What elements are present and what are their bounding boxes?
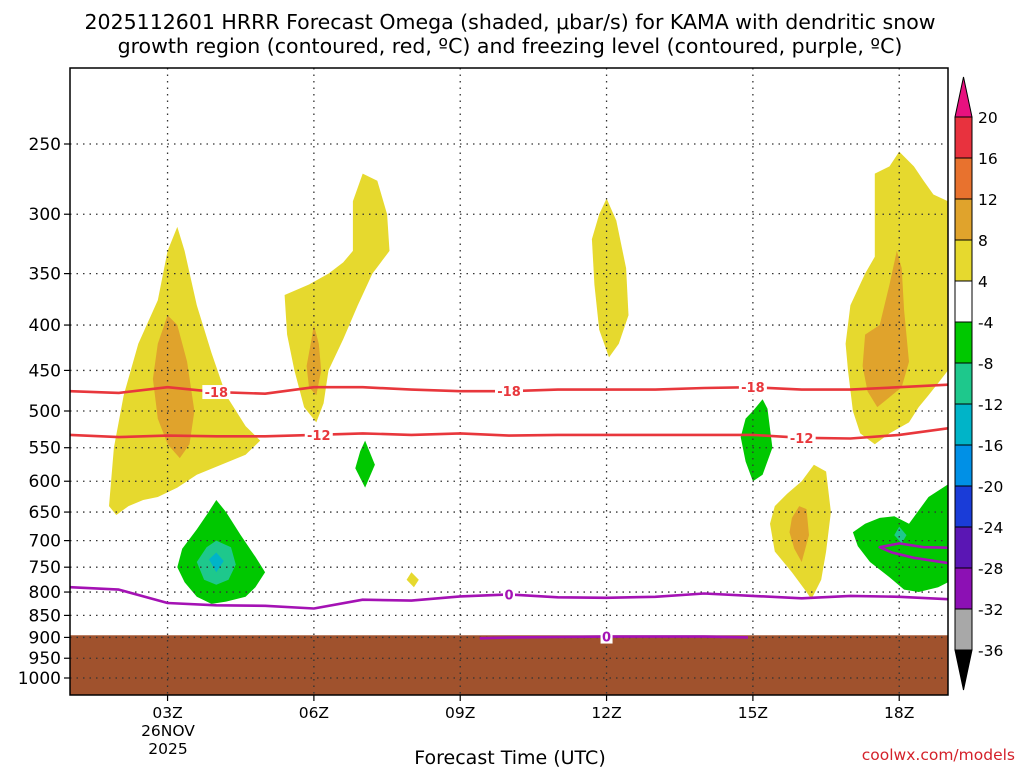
omega-region-11: [862, 250, 909, 408]
contour-label-1-1: -12: [790, 432, 814, 447]
y-tick-label-800: 800: [29, 583, 61, 603]
y-tick-label-850: 850: [29, 606, 61, 626]
colorbar-label-4: 4: [978, 273, 988, 291]
contour-label-bg-0-2: [738, 380, 767, 395]
colorbar-label-2: 12: [978, 191, 998, 209]
colorbar-band-9: [954, 485, 973, 528]
colorbar-label-1: 16: [978, 150, 998, 168]
contour-label-1-0: -12: [307, 429, 331, 444]
contour-label-bg-1-0: [304, 427, 333, 442]
colorbar-band-12: [954, 608, 973, 651]
colorbar-band-11: [954, 567, 973, 610]
colorbar-band-8: [954, 444, 973, 487]
x-tick-label-12Z: 12Z: [591, 704, 621, 722]
omega-region-5: [406, 572, 419, 588]
omega-region-3: [306, 325, 322, 396]
contour-line-4: [878, 542, 948, 565]
omega-region-7: [740, 399, 773, 482]
contour-label-0-1: -18: [497, 385, 521, 400]
contour-label-bg-1-1: [787, 430, 816, 445]
colorbar-label-3: 8: [978, 232, 988, 250]
y-tick-label-350: 350: [29, 265, 61, 285]
y-tick-label-250: 250: [29, 135, 61, 155]
colorbar-label-11: -28: [978, 560, 1003, 578]
contour-label-0-2: -18: [741, 381, 765, 396]
colorbar-band-6: [954, 362, 973, 405]
y-tick-label-600: 600: [29, 472, 61, 492]
x-tick-label-15Z: 15Z: [738, 704, 768, 722]
contour-label-2-0: 0: [504, 588, 513, 603]
y-tick-label-300: 300: [29, 205, 61, 225]
date-day-label: 26NOV: [141, 722, 195, 740]
colorbar-band-7: [954, 403, 973, 446]
grid-lines: [70, 68, 948, 695]
colorbar-band-0: [954, 116, 973, 159]
contour-label-bg-2-0: [503, 587, 515, 602]
colorbar-label-6: -8: [978, 355, 993, 373]
omega-region-2: [284, 173, 390, 423]
colorbar-top-arrow: [954, 76, 973, 118]
colorbar-band-1: [954, 157, 973, 200]
colorbar-label-13: -36: [978, 642, 1003, 660]
x-tick-label-03Z: 03Z: [152, 704, 182, 722]
y-tick-label-1000: 1000: [18, 669, 61, 689]
colorbar-bottom-arrow: [954, 649, 973, 691]
omega-region-6: [591, 198, 629, 358]
omega-region-16: [209, 552, 224, 573]
colorbar-band-4: [954, 280, 973, 323]
plot-frame: [69, 67, 949, 696]
omega-region-13: [894, 526, 907, 544]
omega-colorbar: 20 16 12 8 4 -4 -8 -12 -16 -20 -24 -28 -32 -36: [954, 76, 1003, 691]
colorbar-label-0: 20: [978, 109, 998, 127]
x-axis-title: Forecast Time (UTC): [414, 747, 605, 768]
y-tick-label-650: 650: [29, 503, 61, 523]
omega-shading: [70, 151, 948, 695]
omega-region-9: [789, 506, 809, 562]
contour-label-bg-0-1: [495, 384, 523, 399]
y-tick-label-550: 550: [29, 439, 61, 459]
omega-region-4: [355, 440, 375, 488]
x-tick-label-06Z: 06Z: [299, 704, 329, 722]
colorbar-band-3: [954, 239, 973, 282]
y-tick-label-950: 950: [29, 649, 61, 669]
x-tick-label-09Z: 09Z: [445, 704, 475, 722]
y-tick-label-500: 500: [29, 402, 61, 422]
temperature-contours: -18 -18 -18 -12 -12 0 0: [70, 380, 948, 646]
y-tick-label-750: 750: [29, 558, 61, 578]
y-tick-label-700: 700: [29, 532, 61, 552]
colorbar-label-8: -16: [978, 437, 1003, 455]
colorbar-label-9: -20: [978, 478, 1003, 496]
ground-fill: [70, 635, 948, 695]
date-year-label: 2025: [148, 740, 187, 758]
contour-label-bg-3-0: [600, 629, 613, 644]
colorbar-label-12: -32: [978, 601, 1003, 619]
chart-title-line-1: 2025112601 HRRR Forecast Omega (shaded, …: [84, 10, 935, 34]
y-tick-label-450: 450: [29, 361, 61, 381]
colorbar-label-7: -12: [978, 396, 1003, 414]
contour-label-3-0: 0: [602, 631, 611, 646]
colorbar-band-10: [954, 526, 973, 569]
contour-label-0-0: -18: [205, 386, 229, 401]
time-axis: 03Z 06Z 09Z 12Z 15Z 18Z: [152, 695, 914, 722]
colorbar-band-2: [954, 198, 973, 241]
y-tick-label-900: 900: [29, 628, 61, 648]
colorbar-label-5: -4: [978, 314, 993, 332]
contour-label-bg-0-0: [202, 385, 231, 400]
footer-site-link[interactable]: coolwx.com/models: [862, 746, 1015, 764]
x-tick-label-18Z: 18Z: [884, 704, 914, 722]
pressure-axis: 2503003504004505005506006507007508008509…: [18, 135, 70, 689]
colorbar-label-10: -24: [978, 519, 1003, 537]
y-tick-label-400: 400: [29, 316, 61, 336]
chart-title-line-2: growth region (contoured, red, ºC) and f…: [118, 34, 903, 58]
colorbar-band-5: [954, 321, 973, 364]
